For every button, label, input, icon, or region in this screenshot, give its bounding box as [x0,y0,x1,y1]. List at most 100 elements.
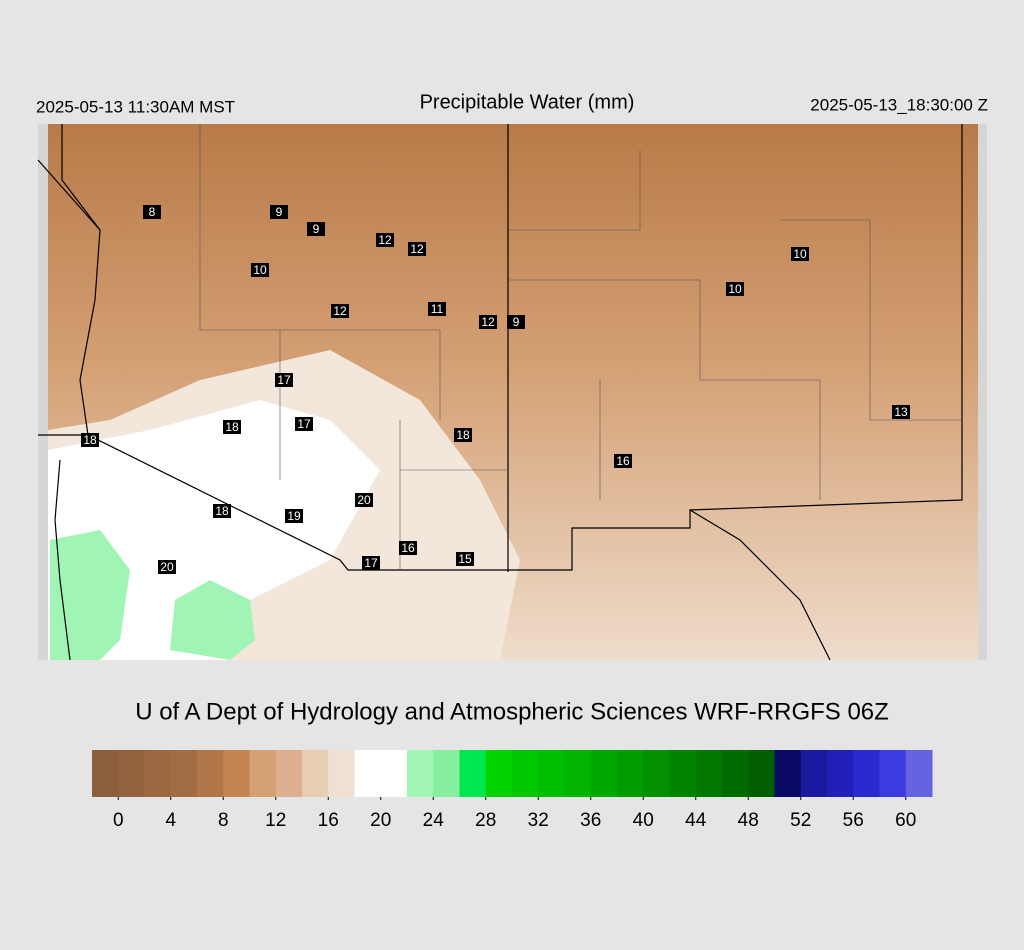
station-value: 10 [728,282,742,296]
tick-label: 48 [738,810,759,831]
tick-label: 24 [423,810,445,831]
color-swatch [643,750,670,797]
color-swatch [774,750,802,797]
label-box [408,242,426,256]
station-value: 12 [333,304,347,318]
color-swatch [564,750,592,797]
tick-label: 36 [580,810,601,831]
label-box [143,205,161,219]
station-value: 8 [149,205,156,219]
tick-label: 52 [790,810,811,831]
green-area [170,580,255,660]
label-box [479,315,497,329]
tick-label: 8 [218,810,229,831]
borders [37,124,963,661]
label-box [456,552,474,566]
station-value: 15 [458,552,472,566]
label-box [399,541,417,555]
color-swatch [905,750,933,797]
color-swatch [590,750,618,797]
label-box [158,560,176,574]
label-box [251,263,269,277]
station-value: 17 [297,417,311,431]
color-swatch [433,750,460,797]
county-lines [199,124,962,570]
label-box [791,247,809,261]
station-value: 20 [160,560,174,574]
station-value: 12 [481,315,495,329]
tick-label: 4 [165,810,176,831]
station-value: 20 [357,493,371,507]
station-value: 18 [215,504,229,518]
label-box [295,417,313,431]
init-time: 2025-05-13 11:30AM MST [36,97,235,116]
station-value: 17 [277,373,291,387]
color-swatch [485,750,513,797]
label-box [270,205,288,219]
credit: U of A Dept of Hydrology and Atmospheric… [135,698,889,725]
color-swatch [722,750,749,797]
color-swatch [170,750,198,797]
station-value: 11 [431,302,444,316]
color-swatch [118,750,145,797]
label-box [81,433,99,447]
label-box [726,282,744,296]
tick-label: 20 [370,810,391,831]
color-swatch [512,750,539,797]
station-value: 12 [410,242,424,256]
station-value: 10 [793,247,807,261]
tick-label: 44 [685,810,707,831]
station-value: 19 [287,509,301,523]
station-value: 13 [894,405,908,419]
color-swatch [617,750,644,797]
station-value: 16 [616,454,630,468]
station-value: 10 [253,263,267,277]
station-value: 9 [276,205,283,219]
station-value: 17 [364,556,378,570]
label-box [376,233,394,247]
tick-label: 56 [843,810,864,831]
tick-label: 12 [265,810,286,831]
station-value: 18 [83,433,97,447]
label-box [362,556,380,570]
station-value: 12 [378,233,392,247]
label-box [285,509,303,523]
tick-label: 28 [475,810,496,831]
green-area [50,530,130,660]
tick-label: 0 [113,810,124,831]
color-swatch [853,750,880,797]
color-swatch [459,750,487,797]
map: 8 9 9 12 12 10 10 10 12 11 12 9 17 18 17 18 18 13 16 20 18 19… [37,124,987,661]
map-title: Precipitable Water (mm) [420,91,635,113]
color-swatch [328,750,355,797]
colorbar: 0 4 8 12 16 20 24 28 32 36 40 44 48 52 56 60 [92,750,933,831]
label-box [614,454,632,468]
label-box [275,373,293,387]
station-value: 18 [456,428,470,442]
label-box [307,222,325,236]
label-box [507,315,525,329]
color-swatch [669,750,697,797]
color-swatch [144,750,172,797]
label-box [892,405,910,419]
tick-label: 40 [633,810,654,831]
label-box [454,428,472,442]
color-swatch [197,750,224,797]
moist-area [48,400,380,660]
label-box [355,493,373,507]
label-box [331,304,349,318]
color-swatch [695,750,723,797]
color-swatch [302,750,329,797]
color-swatch [800,750,828,797]
color-swatch [380,750,408,797]
color-swatch [407,750,434,797]
station-value: 16 [401,541,415,555]
station-value: 9 [313,222,320,236]
color-swatch [748,750,775,797]
tick-label: 60 [895,810,916,831]
color-swatch [879,750,907,797]
station-value: 9 [513,315,520,329]
color-swatch [538,750,565,797]
